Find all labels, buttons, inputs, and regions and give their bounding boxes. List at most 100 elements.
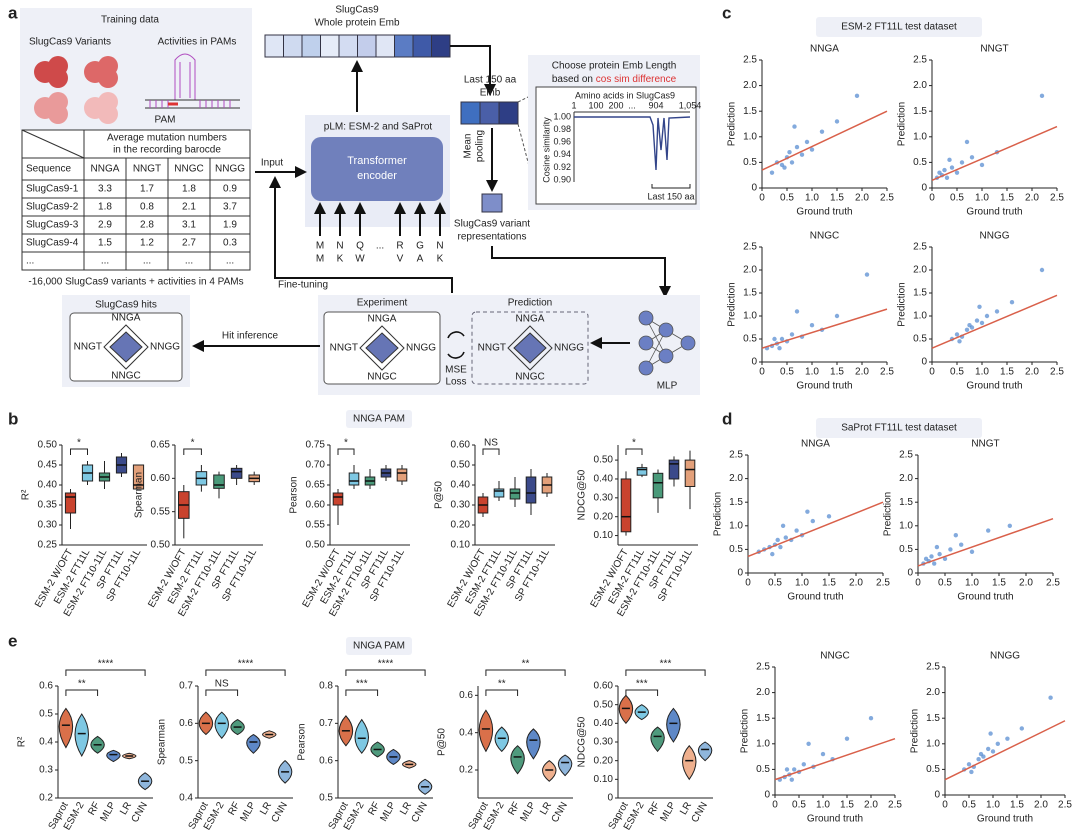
point [1009,300,1015,305]
y-tick-label: 2.5 [913,55,927,66]
significance-label: * [191,438,195,449]
y-tick-label: 0.40 [38,480,58,491]
violin [666,707,681,743]
cos-xtick: 100 [588,100,603,110]
point [932,561,937,566]
box [509,488,521,500]
y-axis-label: Spearman [134,472,145,518]
pam-label: NNGC [367,372,396,383]
box [525,476,537,504]
y-tick-label: 1.5 [899,497,913,508]
y-axis-label: Prediction [910,709,921,753]
table-cell: 0.3 [223,238,237,249]
pam-label: NNGA [516,314,545,325]
violin [682,744,697,781]
box [636,467,648,476]
y-tick-label: 0.60 [451,440,471,451]
point [868,716,874,721]
table-cell: 2.7 [182,238,196,249]
emb-cell [479,101,500,125]
table-column: Sequence [26,164,71,175]
x-tick-label: 2.5 [1046,578,1060,589]
point [937,551,942,557]
last-emb-bar [460,101,519,125]
point [969,155,975,160]
x-tick-label: 0 [772,800,778,811]
x-tick-label: 2.0 [855,193,869,204]
cos-xtick: 200 [608,100,623,110]
chart-title: NNGA [801,439,830,450]
y-tick-label: 1.5 [743,106,757,117]
y-tick-label: 0.50 [38,440,58,451]
y-tick-label: 2.5 [743,55,757,66]
significance-label: *** [356,679,368,690]
cos-xtick: 904 [648,100,663,110]
diamond-outer [103,324,149,370]
box [332,492,344,506]
violin [246,733,261,754]
fit-line [761,308,888,349]
x-tick-label: 1.0 [975,367,989,378]
y-tick-label: 2.5 [743,242,757,253]
embedding-bar [264,34,451,58]
y-tick-label: 0.6 [179,718,193,729]
token: K [437,254,444,265]
point [984,313,990,319]
x-tick-label: CNN [270,800,290,824]
token: ... [376,241,384,252]
diamond-inner [513,332,547,364]
x-tick-label: 1.0 [986,800,1000,811]
point [783,535,788,540]
x-tick-label: 2.0 [1025,367,1039,378]
y-tick-label: 0.5 [926,764,940,775]
point [944,175,950,180]
point [809,323,815,328]
x-tick-label: MLP [98,800,118,824]
point [966,762,972,767]
point [779,336,785,342]
y-tick-label: 0.20 [594,755,614,766]
y-tick-label: 0.50 [594,699,614,710]
point [1048,695,1053,700]
y-tick-label: 0.50 [594,455,614,466]
fit-line [931,294,1058,349]
violin [106,749,121,763]
x-tick-label: 2.0 [855,367,869,378]
violin [542,760,557,782]
heading-box [346,637,412,655]
y-tick-label: 0 [934,790,940,801]
point [804,139,810,145]
point [954,170,960,175]
x-tick-label: 0.5 [950,193,964,204]
point [780,523,786,528]
chart-title: NNGC [810,231,839,242]
significance-bracket [485,669,566,676]
heading-box [346,410,412,428]
y-tick-label: 0.4 [459,727,473,738]
box [493,488,505,498]
y-tick-label: 1.0 [743,311,757,322]
y-tick-label: 1.0 [756,738,770,749]
label: Amino acids in SlugCas9 [575,90,675,100]
label: Last 150 aa [464,75,517,86]
token: W [355,254,365,265]
y-tick-label: 0.40 [594,718,614,729]
table-cell: 3.3 [98,184,112,195]
y-tick-label: 0.8 [319,681,333,692]
table-cell: ... [143,256,151,267]
x-tick-label: CNN [690,800,710,824]
y-tick-label: 2.0 [743,80,757,91]
significance-label: *** [660,659,672,670]
x-tick-label: MLP [518,800,538,824]
chart-title: NNGA [810,44,839,55]
point [929,554,934,559]
x-axis-label: Ground truth [966,207,1022,218]
y-tick-label: 0.5 [179,755,193,766]
cos-ytick: 0.98 [553,124,571,134]
point [794,528,799,533]
label: Mean [463,133,474,158]
pam-label: NNGG [150,342,180,353]
point [820,751,826,757]
point [769,170,775,175]
